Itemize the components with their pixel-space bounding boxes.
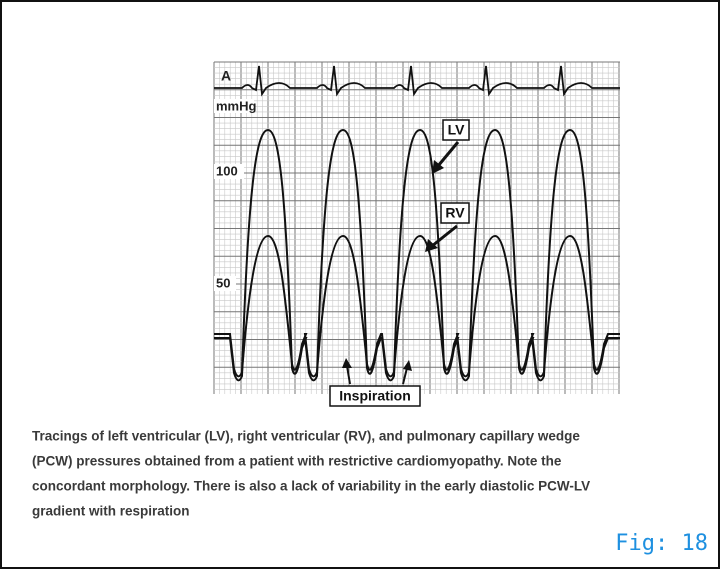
label-bg — [214, 99, 254, 113]
traces — [214, 65, 620, 382]
caption-line: gradient with respiration — [32, 504, 190, 519]
arrowhead — [425, 239, 438, 252]
lv-trace — [214, 128, 620, 382]
arrow — [346, 365, 351, 385]
label-bg — [214, 164, 244, 179]
figure-number: Fig: 18 — [615, 531, 708, 556]
trace-label: A — [221, 68, 231, 84]
label-box — [442, 119, 470, 141]
arrowhead — [342, 358, 352, 368]
arrowhead — [403, 360, 412, 371]
unit-label: mmHg — [216, 98, 257, 113]
rv-label: RV — [445, 205, 465, 221]
ecg-trace — [214, 65, 620, 97]
rv-trace — [214, 234, 620, 378]
arrowhead — [432, 160, 444, 174]
label-box — [329, 385, 421, 407]
arrow — [431, 224, 458, 248]
arrow — [402, 367, 408, 385]
scale-label: 50 — [216, 275, 230, 290]
caption-line: (PCW) pressures obtained from a patient … — [32, 454, 562, 469]
arrow — [436, 141, 460, 167]
caption-line: concordant morphology. There is also a l… — [32, 479, 590, 494]
caption-line: Tracings of left ventricular (LV), right… — [32, 429, 580, 444]
lv-label: LV — [448, 122, 466, 138]
label-box — [440, 202, 470, 224]
scale-label: 100 — [216, 163, 238, 178]
inspiration-label: Inspiration — [339, 388, 411, 404]
label-bg — [214, 276, 236, 291]
